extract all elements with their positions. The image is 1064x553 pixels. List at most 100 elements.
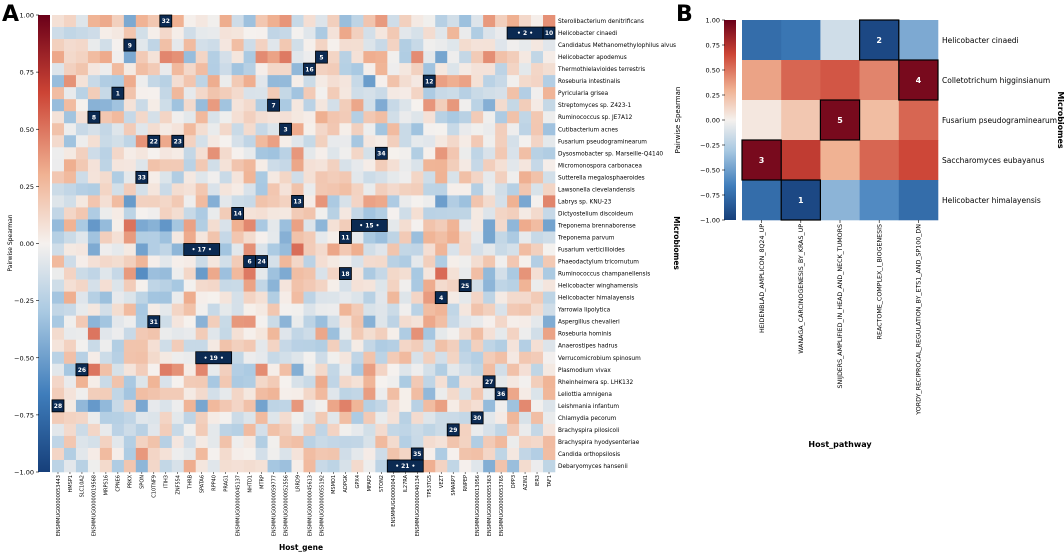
heatmap-cell	[303, 267, 316, 280]
heatmap-cell	[87, 75, 101, 88]
heatmap-cell	[255, 207, 268, 220]
heatmap-cell	[531, 411, 544, 425]
heatmap-cell	[291, 387, 304, 401]
heatmap-cell	[171, 99, 185, 112]
heatmap-cell	[459, 291, 472, 304]
heatmap-cell	[495, 87, 508, 100]
heatmap-cell	[183, 27, 197, 40]
heatmap-cell	[459, 147, 472, 160]
heatmap-cell	[291, 279, 304, 292]
heatmap-cell	[123, 447, 137, 461]
heatmap-cell	[495, 75, 508, 88]
heatmap-cell	[195, 303, 208, 316]
heatmap-cell	[435, 327, 448, 341]
heatmap-cell	[399, 327, 412, 341]
heatmap-cell	[135, 339, 149, 353]
heatmap-cell	[123, 111, 137, 124]
heatmap-cell	[315, 399, 328, 413]
heatmap-cell	[315, 75, 328, 88]
heatmap-cell	[99, 87, 113, 100]
heatmap-cell	[99, 267, 113, 280]
heatmap-cell	[327, 15, 340, 28]
heatmap-cell	[183, 219, 197, 232]
heatmap-cell	[495, 291, 508, 304]
highlight-cell	[339, 231, 352, 244]
heatmap-cell	[87, 267, 101, 280]
heatmap-cell	[507, 351, 520, 365]
row-label: Yarrowia lipolytica	[557, 308, 611, 314]
heatmap-cell	[111, 351, 125, 365]
panel-a-letter: A	[2, 2, 19, 27]
heatmap-cell	[52, 435, 65, 449]
heatmap-cell	[111, 171, 125, 184]
heatmap-cell	[75, 399, 89, 413]
heatmap-cell	[255, 447, 268, 461]
heatmap-cell	[327, 411, 340, 425]
heatmap-cell	[495, 27, 508, 40]
heatmap-cell	[495, 39, 508, 52]
heatmap-cell	[87, 303, 101, 316]
heatmap-cell	[519, 99, 532, 112]
heatmap-cell	[123, 207, 137, 220]
heatmap-cell	[351, 159, 364, 172]
heatmap-cell	[207, 87, 220, 100]
heatmap-cell	[231, 255, 244, 268]
heatmap-cell	[387, 51, 400, 64]
highlight-cell	[159, 14, 173, 28]
heatmap-cell	[411, 327, 424, 341]
heatmap-cell	[447, 99, 460, 112]
highlight-cell	[422, 74, 436, 88]
highlight-label: 32	[162, 18, 170, 25]
panel-b-colorbar-ticks: 1.000.750.500.250.00−0.25−0.50−0.75−1.00	[700, 17, 725, 225]
heatmap-cell	[459, 171, 472, 184]
heatmap-cell	[742, 180, 782, 221]
heatmap-cell	[339, 51, 352, 64]
heatmap-cell	[339, 123, 352, 136]
heatmap-cell	[363, 207, 376, 220]
heatmap-cell	[171, 315, 185, 328]
heatmap-cell	[507, 195, 520, 208]
heatmap-cell	[483, 147, 496, 160]
heatmap-cell	[99, 219, 113, 232]
heatmap-cell	[387, 63, 400, 76]
heatmap-cell	[303, 51, 316, 64]
heatmap-cell	[75, 207, 89, 220]
highlight-cell	[434, 291, 448, 305]
heatmap-cell	[507, 315, 520, 328]
heatmap-cell	[291, 327, 304, 341]
column-label: WANAGA_CARCINOGENESIS_BY_KRAS_UP	[798, 224, 805, 354]
heatmap-cell	[387, 327, 400, 341]
heatmap-cell	[519, 39, 532, 52]
heatmap-cell	[75, 27, 89, 40]
heatmap-cell	[171, 255, 185, 268]
heatmap-cell	[423, 435, 436, 449]
heatmap-cell	[435, 195, 448, 208]
column-label: RPP40	[211, 475, 217, 491]
heatmap-cell	[459, 399, 472, 413]
heatmap-cell	[231, 39, 244, 52]
heatmap-cell	[243, 195, 256, 208]
heatmap-cell	[243, 351, 256, 365]
heatmap-cell	[387, 243, 400, 256]
highlight-cell	[374, 146, 388, 160]
highlight-cell	[819, 99, 861, 141]
heatmap-cell	[483, 171, 496, 184]
heatmap-cell	[135, 27, 149, 40]
column-label: SLC10A2	[80, 475, 86, 497]
heatmap-cell	[742, 60, 782, 101]
heatmap-cell	[171, 159, 185, 172]
heatmap-cell	[111, 183, 125, 196]
heatmap-cell	[459, 327, 472, 341]
heatmap-cell	[447, 291, 460, 304]
heatmap-cell	[483, 315, 496, 328]
heatmap-cell	[52, 279, 65, 292]
heatmap-cell	[339, 243, 352, 256]
heatmap-cell	[399, 159, 412, 172]
heatmap-cell	[411, 315, 424, 328]
heatmap-cell	[339, 291, 352, 304]
heatmap-cell	[531, 195, 544, 208]
heatmap-cell	[123, 123, 137, 136]
heatmap-cell	[111, 363, 125, 377]
heatmap-cell	[327, 219, 340, 232]
column-label: ENSMMUG00000053443	[56, 475, 62, 536]
